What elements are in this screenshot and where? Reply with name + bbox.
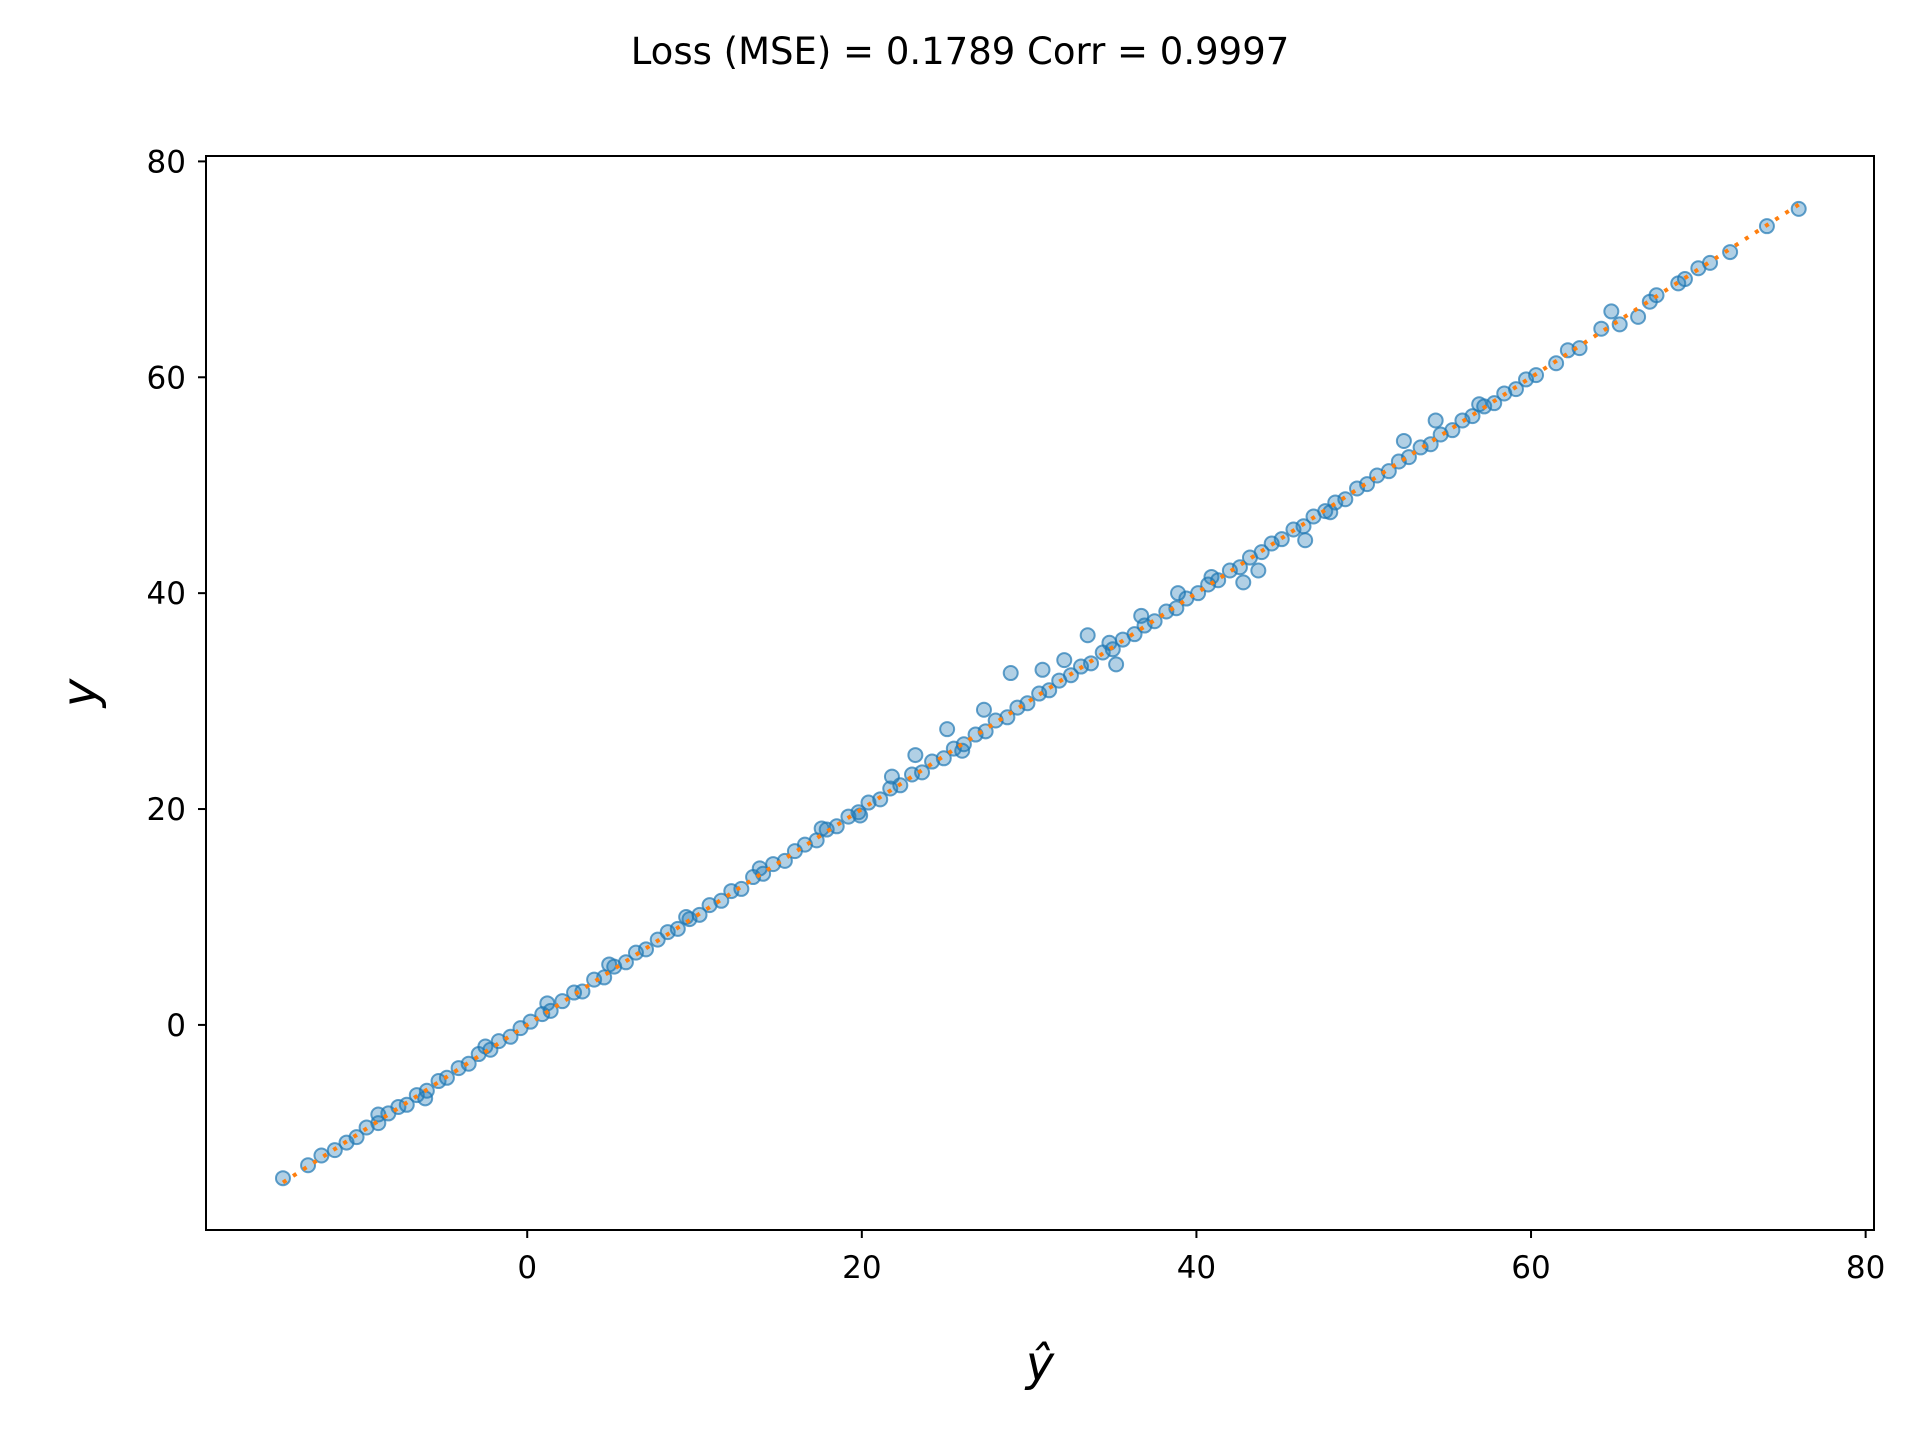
x-tick-label: 0 [517, 1250, 537, 1286]
scatter-point [954, 742, 971, 759]
scatter-point [733, 880, 750, 897]
scatter-point [828, 818, 845, 835]
y-axis-ticks: 0 20 40 60 80 [147, 144, 206, 1044]
x-axis-ticks: 0 20 40 60 80 [517, 1230, 1885, 1286]
scatter-point [1297, 532, 1314, 549]
scatter-point [1790, 200, 1807, 217]
scatter-point [1108, 656, 1125, 673]
scatter-point [601, 956, 618, 973]
scatter-point [1603, 303, 1620, 320]
x-tick-label: 20 [842, 1250, 881, 1286]
scatter-point [1019, 695, 1036, 712]
scatter-point [939, 721, 956, 738]
fit-line [281, 202, 1800, 1185]
scatter-point [638, 941, 655, 958]
x-tick-label: 60 [1511, 1250, 1550, 1286]
y-tick-label: 60 [147, 360, 186, 396]
y-tick-label: 0 [166, 1008, 186, 1044]
scatter-point [1427, 412, 1444, 429]
scatter-point [1002, 665, 1019, 682]
scatter-point [935, 750, 952, 767]
scatter-point [1395, 432, 1412, 449]
scatter-point [274, 1170, 291, 1187]
chart-title: Loss (MSE) = 0.1789 Corr = 0.9997 [631, 30, 1290, 73]
scatter-point [1034, 661, 1051, 678]
scatter-point [1146, 613, 1163, 630]
scatter-point [1126, 626, 1143, 643]
x-tick-label: 40 [1177, 1250, 1216, 1286]
scatter-point [1235, 574, 1252, 591]
y-tick-label: 40 [147, 576, 186, 612]
scatter-point [539, 995, 556, 1012]
scatter-point [1133, 607, 1150, 624]
x-tick-label: 80 [1846, 1250, 1885, 1286]
scatter-point [1593, 320, 1610, 337]
scatter-point [1250, 562, 1267, 579]
scatter-point [300, 1157, 317, 1174]
scatter-point [417, 1090, 434, 1107]
scatter-point [975, 701, 992, 718]
scatter-point [1676, 271, 1693, 288]
scatter-point [1101, 634, 1118, 651]
scatter-point [751, 860, 768, 877]
y-axis-label: y [52, 678, 108, 709]
scatter-point [1630, 308, 1647, 325]
scatter-point [813, 820, 830, 837]
x-axis-label: ŷ [1024, 1336, 1055, 1392]
plot-area-frame [205, 155, 1875, 1231]
y-tick-label: 20 [147, 792, 186, 828]
scatter-point [883, 768, 900, 785]
scatter-point [1571, 340, 1588, 357]
scatter-point [1056, 652, 1073, 669]
scatter-points [274, 200, 1807, 1187]
y-tick-label: 80 [147, 144, 186, 180]
scatter-point [370, 1106, 387, 1123]
scatter-point [460, 1055, 477, 1072]
scatter-point [907, 747, 924, 764]
scatter-point [1079, 627, 1096, 644]
scatter-point [313, 1147, 330, 1164]
scatter-point [617, 954, 634, 971]
scatter-point [1170, 585, 1187, 602]
scatter-point [1722, 244, 1739, 261]
